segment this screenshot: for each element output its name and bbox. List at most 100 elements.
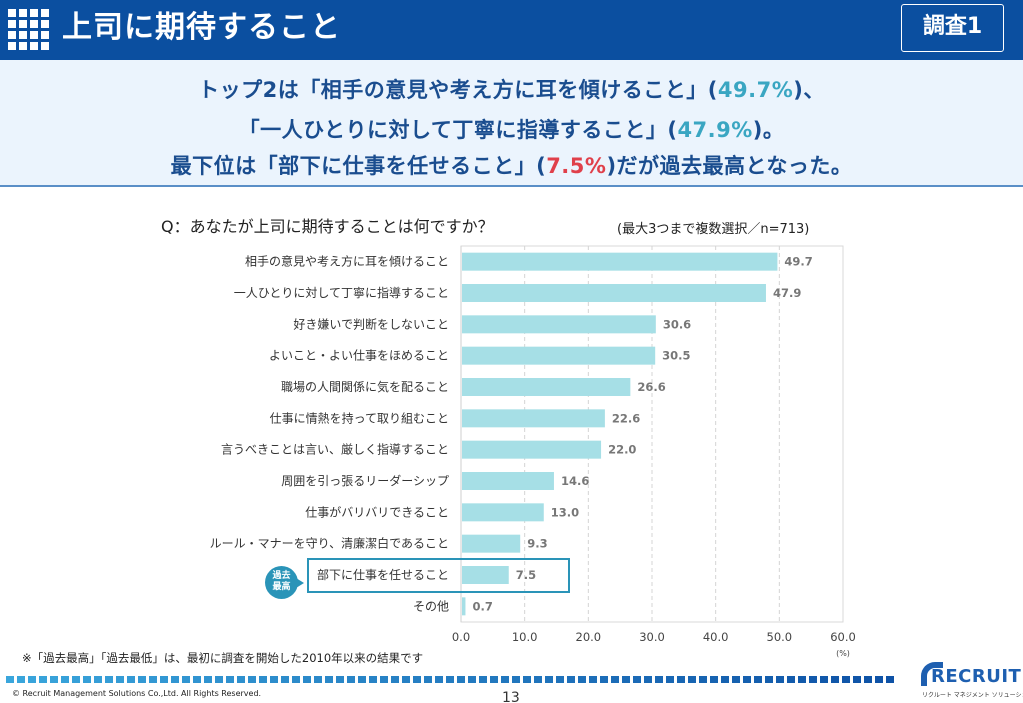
dash-segment [369,676,377,683]
dash-segment [556,676,564,683]
dash-segment [17,676,25,683]
dash-segment [259,676,267,683]
header-bar: 上司に期待すること 調査1 [0,0,1023,60]
dash-segment [468,676,476,683]
dash-segment [864,676,872,683]
bar [462,440,602,459]
bar-value-label: 13.0 [551,505,579,519]
dash-segment [534,676,542,683]
dash-segment [248,676,256,683]
dash-segment [490,676,498,683]
bar-value-label: 22.0 [608,443,636,457]
category-label: 職場の人間関係に気を配ること [281,379,449,394]
category-label: 好き嫌いで判断をしないこと [293,316,449,331]
dash-segment [402,676,410,683]
dash-segment [842,676,850,683]
dash-segment [611,676,619,683]
copyright: © Recruit Management Solutions Co.,Ltd. … [12,689,262,698]
summary-line-1: トップ2は「相手の意見や考え方に耳を傾けること」(49.7%)、 [198,78,825,102]
category-label: 仕事がバリバリできること [305,504,449,519]
x-tick-label: 20.0 [576,630,602,644]
dash-segment [72,676,80,683]
dash-segment [776,676,784,683]
dash-segment [633,676,641,683]
dash-segment [204,676,212,683]
dash-segment [28,676,36,683]
dash-segment [820,676,828,683]
bar-value-label: 47.9 [773,286,801,300]
bar-value-label: 30.6 [663,317,691,331]
x-axis-unit-label: (%) [836,649,850,658]
bar [462,566,509,584]
bar [462,315,656,334]
category-label: 一人ひとりに対して丁寧に指導すること [234,285,449,300]
summary-pct-top2: 47.9% [677,118,753,142]
dash-segment [358,676,366,683]
x-tick-label: 40.0 [703,630,729,644]
x-tick-label: 60.0 [830,630,856,644]
dash-segment [655,676,663,683]
bar-value-label: 26.6 [637,380,665,394]
dash-segment [292,676,300,683]
x-tick-label: 30.0 [639,630,665,644]
dash-segment [644,676,652,683]
bar [462,378,631,396]
record-high-callout: 過去 最高 [265,566,304,599]
grid-menu-icon [8,9,49,50]
dash-segment [347,676,355,683]
dash-segment [589,676,597,683]
dash-segment [182,676,190,683]
sample-note: (最大3つまで複数選択／n=713) [617,222,810,237]
dash-segment [435,676,443,683]
category-label: 相手の意見や考え方に耳を傾けること [245,254,449,269]
category-label: 仕事に情熱を持って取り組むこと [270,410,449,425]
category-label: その他 [413,599,449,613]
dash-segment [732,676,740,683]
dash-segment [545,676,553,683]
summary-pct-top1: 49.7% [717,78,794,102]
dash-segment [270,676,278,683]
dash-segment [831,676,839,683]
dash-segment [215,676,223,683]
chart-question-title: Q：あなたが上司に期待することは何ですか？ [161,217,494,236]
summary-line-2: 「一人ひとりに対して丁寧に指導すること」(47.9%)。 [238,118,785,142]
dash-segment [699,676,707,683]
bar [462,284,766,302]
summary-line-3: 最下位は「部下に仕事を任せること」(7.5%)だが過去最高となった。 [170,154,853,178]
dash-segment [50,676,58,683]
bar-value-label: 0.7 [472,599,492,613]
bar [462,597,466,616]
bar [462,409,605,428]
dash-segment [413,676,421,683]
bar-value-label: 9.3 [527,537,547,551]
footnote: ※「過去最高」「過去最低」は、最初に調査を開始した2010年以来の結果です [22,651,424,665]
bar [462,472,554,490]
dash-segment [600,676,608,683]
page-number: 13 [502,690,520,703]
dash-segment [512,676,520,683]
dash-segment [809,676,817,683]
dash-segment [380,676,388,683]
dash-segment [160,676,168,683]
dash-segment [523,676,531,683]
category-label: ルール・マナーを守り、清廉潔白であること [210,536,449,551]
bar-value-label: 49.7 [784,255,812,269]
bar [462,252,778,271]
dash-segment [149,676,157,683]
logo-text: RECRUIT [931,666,1022,687]
dash-segment [765,676,773,683]
summary-pct-lowest: 7.5% [546,154,607,178]
dash-segment [138,676,146,683]
dash-segment [798,676,806,683]
dash-segment [325,676,333,683]
bar-value-label: 14.6 [561,474,589,488]
dash-segment [6,676,14,683]
dash-segment [743,676,751,683]
dash-segment [171,676,179,683]
dash-segment [281,676,289,683]
logo-subtext: リクルート マネジメント ソリューションズ [922,692,1023,699]
bar [462,503,544,522]
dash-segment [457,676,465,683]
dash-segment [721,676,729,683]
